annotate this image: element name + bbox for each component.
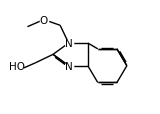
Text: HO: HO bbox=[9, 62, 25, 72]
Text: N: N bbox=[65, 39, 72, 49]
Text: O: O bbox=[40, 15, 48, 25]
Text: N: N bbox=[65, 61, 72, 71]
